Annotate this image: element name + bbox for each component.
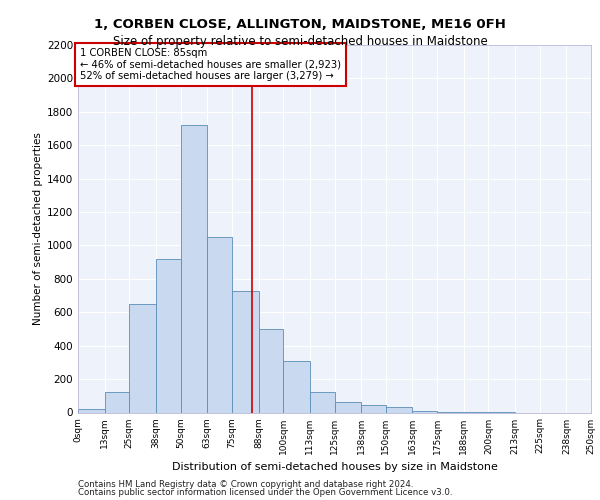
Text: 1, CORBEN CLOSE, ALLINGTON, MAIDSTONE, ME16 0FH: 1, CORBEN CLOSE, ALLINGTON, MAIDSTONE, M… — [94, 18, 506, 30]
Bar — [412, 411, 437, 412]
Bar — [310, 392, 335, 412]
Bar — [104, 392, 130, 412]
Bar — [259, 329, 283, 412]
Text: Contains public sector information licensed under the Open Government Licence v3: Contains public sector information licen… — [78, 488, 452, 497]
Bar — [207, 237, 232, 412]
Text: Contains HM Land Registry data © Crown copyright and database right 2024.: Contains HM Land Registry data © Crown c… — [78, 480, 413, 489]
X-axis label: Distribution of semi-detached houses by size in Maidstone: Distribution of semi-detached houses by … — [172, 462, 497, 472]
Bar — [386, 408, 412, 412]
Bar — [232, 290, 259, 412]
Bar — [181, 125, 207, 412]
Y-axis label: Number of semi-detached properties: Number of semi-detached properties — [33, 132, 43, 325]
Bar — [156, 259, 181, 412]
Bar — [283, 360, 310, 412]
Bar — [361, 405, 386, 412]
Bar — [130, 304, 156, 412]
Text: Size of property relative to semi-detached houses in Maidstone: Size of property relative to semi-detach… — [113, 35, 487, 48]
Text: 1 CORBEN CLOSE: 85sqm
← 46% of semi-detached houses are smaller (2,923)
52% of s: 1 CORBEN CLOSE: 85sqm ← 46% of semi-deta… — [80, 48, 341, 80]
Bar — [335, 402, 361, 412]
Bar — [78, 409, 104, 412]
